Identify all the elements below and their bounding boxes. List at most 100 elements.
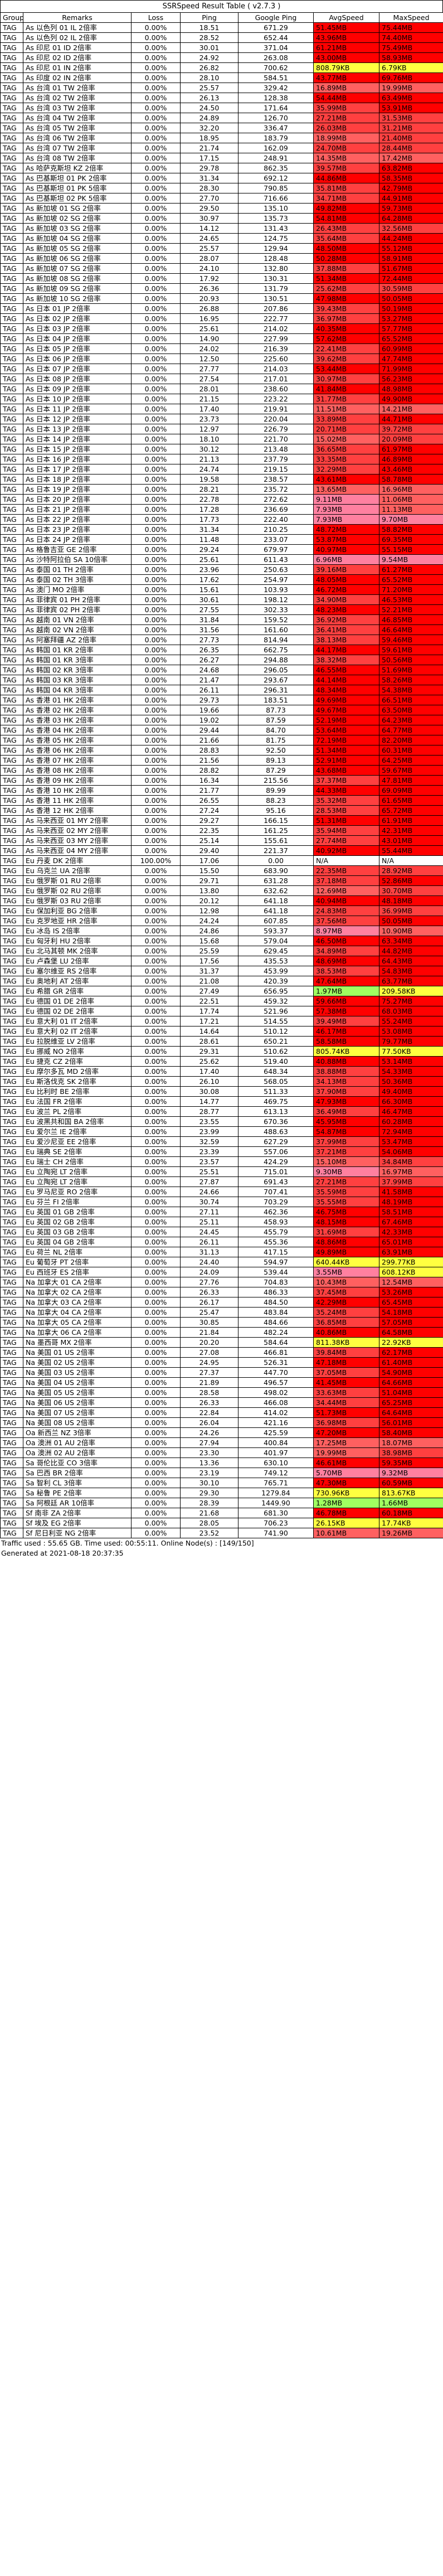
cell-remarks: As 韩国 04 KR 3倍率 [23, 685, 132, 695]
cell-ping: 24.09 [180, 1267, 238, 1277]
cell-group: TAG [0, 946, 23, 956]
cell-remarks: Eu 法国 FR 2倍率 [23, 1096, 132, 1107]
table-row: TAG As 新加坡 01 SG 2倍率 0.00% 29.50 135.10 49.82… [0, 203, 443, 214]
cell-avg-speed: 1.28MB [313, 1498, 379, 1508]
cell-google-ping: 641.18 [238, 906, 314, 916]
cell-ping: 27.73 [180, 635, 238, 645]
cell-group: TAG [0, 1478, 23, 1488]
cell-avg-speed: 48.69MB [313, 956, 379, 966]
cell-group: TAG [0, 153, 23, 163]
table-row: TAG As 台湾 02 TW 2倍率 0.00% 26.13 128.38 54.44M… [0, 93, 443, 103]
cell-group: TAG [0, 715, 23, 725]
cell-group: TAG [0, 1498, 23, 1508]
table-row: TAG Eu 奥地利 AT 2倍率 0.00% 21.08 420.39 47.64MB 6… [0, 976, 443, 986]
cell-loss: 0.00% [131, 404, 181, 414]
cell-avg-speed: 38.32MB [313, 655, 379, 665]
table-row: TAG Na 加拿大 06 CA 2倍率 0.00% 21.84 482.24 40.86… [0, 1327, 443, 1338]
cell-max-speed: 77.50KB [379, 1046, 443, 1057]
cell-group: TAG [0, 584, 23, 595]
cell-avg-speed: 48.50MB [313, 243, 379, 254]
cell-remarks: Eu 克罗地亚 HR 2倍率 [23, 916, 132, 926]
cell-remarks: As 越南 01 VN 2倍率 [23, 614, 132, 625]
cell-group: TAG [0, 193, 23, 204]
table-row: TAG As 香港 11 HK 2倍率 0.00% 26.55 88.23 35.32MB… [0, 795, 443, 806]
cell-ping: 19.66 [180, 705, 238, 715]
cell-max-speed: 56.01MB [379, 1417, 443, 1428]
cell-group: TAG [0, 123, 23, 133]
cell-google-ping: 219.91 [238, 404, 314, 414]
cell-loss: 0.00% [131, 946, 181, 956]
cell-loss: 0.00% [131, 62, 181, 73]
cell-remarks: As 日本 20 JP 2倍率 [23, 494, 132, 505]
cell-google-ping: 510.12 [238, 1026, 314, 1037]
cell-ping: 30.74 [180, 1197, 238, 1207]
cell-max-speed: 58.51MB [379, 1207, 443, 1217]
cell-remarks: As 新加坡 05 SG 2倍率 [23, 243, 132, 254]
cell-remarks: Eu 波兰 PL 2倍率 [23, 1106, 132, 1117]
cell-remarks: As 香港 03 HK 2倍率 [23, 715, 132, 725]
cell-remarks: As 香港 10 HK 2倍率 [23, 785, 132, 796]
cell-loss: 0.00% [131, 1397, 181, 1408]
cell-avg-speed: 20.71MB [313, 424, 379, 434]
table-row: TAG Na 美国 01 US 2倍率 0.00% 27.08 466.81 39.84M… [0, 1347, 443, 1358]
table-row: TAG Na 加拿大 02 CA 2倍率 0.00% 26.33 486.33 37.45… [0, 1287, 443, 1297]
cell-loss: 0.00% [131, 685, 181, 695]
cell-loss: 0.00% [131, 83, 181, 93]
cell-ping: 28.82 [180, 765, 238, 776]
cell-group: TAG [0, 1166, 23, 1177]
cell-google-ping: 162.09 [238, 143, 314, 153]
cell-max-speed: 31.21MB [379, 123, 443, 133]
cell-google-ping: 641.18 [238, 895, 314, 906]
cell-remarks: Eu 爱尔兰 IE 2倍率 [23, 1126, 132, 1137]
cell-ping: 31.37 [180, 966, 238, 976]
cell-avg-speed: 47.64MB [313, 976, 379, 986]
cell-group: TAG [0, 333, 23, 344]
cell-ping: 26.11 [180, 1237, 238, 1247]
cell-ping: 24.24 [180, 916, 238, 926]
cell-loss: 0.00% [131, 795, 181, 806]
table-row: TAG Eu 芬兰 FI 2倍率 0.00% 30.74 703.29 35.55MB 48… [0, 1197, 443, 1207]
cell-avg-speed: 61.21MB [313, 42, 379, 53]
cell-remarks: As 日本 05 JP 2倍率 [23, 343, 132, 354]
cell-ping: 17.06 [180, 855, 238, 866]
cell-loss: 0.00% [131, 1437, 181, 1448]
table-row: TAG As 泰国 02 TH 3倍率 0.00% 17.62 254.97 48.05M… [0, 574, 443, 585]
table-row: TAG Sa 智利 CL 3倍率 0.00% 30.10 765.71 47.30MB 60… [0, 1478, 443, 1488]
cell-avg-speed: 51.34MB [313, 273, 379, 284]
cell-google-ping: 521.96 [238, 1006, 314, 1016]
cell-loss: 0.00% [131, 865, 181, 876]
cell-remarks: Oa 澳洲 01 AU 2倍率 [23, 1437, 132, 1448]
cell-max-speed: 44.82MB [379, 946, 443, 956]
cell-avg-speed: 36.65MB [313, 444, 379, 454]
table-row: TAG Eu 克罗地亚 HR 2倍率 0.00% 24.24 607.85 37.56MB… [0, 916, 443, 926]
cell-loss: 0.00% [131, 1237, 181, 1247]
cell-google-ping: 447.70 [238, 1367, 314, 1378]
cell-remarks: Eu 德国 01 DE 2倍率 [23, 996, 132, 1006]
cell-ping: 27.11 [180, 1207, 238, 1217]
cell-max-speed: 608.12KB [379, 1267, 443, 1277]
cell-remarks: As 韩国 01 KR 3倍率 [23, 655, 132, 665]
cell-max-speed: 60.31MB [379, 745, 443, 756]
cell-loss: 0.00% [131, 1337, 181, 1348]
cell-max-speed: 21.40MB [379, 133, 443, 143]
cell-google-ping: 401.97 [238, 1447, 314, 1458]
cell-google-ping: 594.97 [238, 1257, 314, 1267]
cell-remarks: As 沙特阿拉伯 SA 10倍率 [23, 554, 132, 565]
cell-max-speed: 53.91MB [379, 103, 443, 113]
cell-loss: 0.00% [131, 1498, 181, 1508]
cell-loss: 0.00% [131, 976, 181, 986]
cell-remarks: As 泰国 02 TH 3倍率 [23, 574, 132, 585]
cell-google-ping: 213.48 [238, 444, 314, 454]
cell-avg-speed: 43.61MB [313, 474, 379, 485]
table-row: TAG As 日本 23 JP 2倍率 0.00% 31.34 210.25 48.72M… [0, 524, 443, 535]
cell-avg-speed: 39.43MB [313, 303, 379, 314]
table-row: TAG Na 美国 02 US 2倍率 0.00% 24.95 526.31 47.18M… [0, 1357, 443, 1368]
cell-remarks: Eu 俄罗斯 03 RU 2倍率 [23, 895, 132, 906]
cell-max-speed: 30.59MB [379, 283, 443, 294]
cell-group: TAG [0, 454, 23, 464]
cell-remarks: Na 加拿大 06 CA 2倍率 [23, 1327, 132, 1338]
cell-max-speed: 42.79MB [379, 183, 443, 193]
cell-google-ping: 652.44 [238, 32, 314, 43]
cell-ping: 19.02 [180, 715, 238, 725]
cell-google-ping: 584.51 [238, 72, 314, 83]
